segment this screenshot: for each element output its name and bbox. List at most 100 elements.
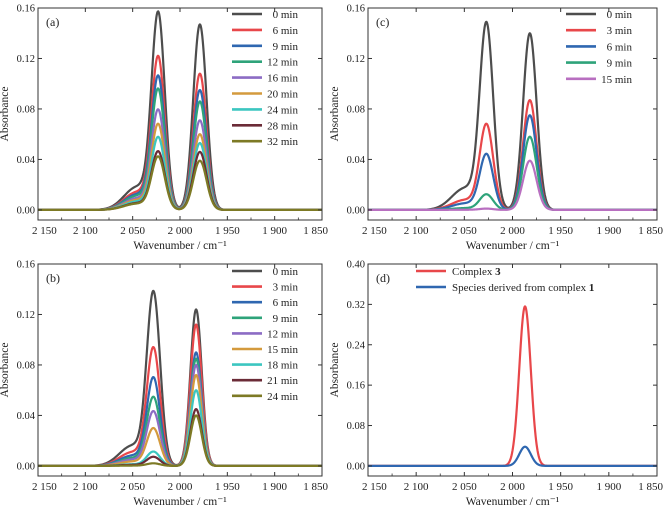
legend: 0 min 3 min 6 min 9 min 15 min [566,9,632,86]
panel-label: (b) [46,271,60,285]
legend-label: Species derived from complex 1 [452,282,594,294]
legend-label: 12 min [267,57,298,69]
legend-label: 9 min [273,313,299,325]
y-tick-label: 0.00 [347,205,365,216]
series-line [368,445,657,467]
y-tick-label: 0.32 [347,300,365,311]
y-tick-label: 0.16 [347,4,365,15]
legend-label: 28 min [267,120,298,132]
series-line [38,414,322,467]
y-tick-label: 0.08 [347,421,365,432]
y-tick-label: 0.00 [347,461,365,472]
legend-label: 32 min [267,136,298,148]
legend-label: 0 min [273,9,299,21]
x-tick-label: 1 950 [215,225,240,237]
legend-label: 18 min [267,360,298,372]
panel-label: (d) [376,271,390,285]
series-line [38,155,322,211]
x-tick-label: 2 000 [500,225,525,237]
y-tick-label: 0.24 [347,340,366,351]
legend-label: 3 min [607,25,633,37]
x-tick-label: 1 850 [638,225,663,237]
x-tick-label: 1 900 [262,225,287,237]
x-tick-label: 1 900 [596,225,621,237]
legend: 0 min 6 min 9 min 12 min 16 min 20 min 24 min 2… [232,9,298,148]
y-tick-label: 0.16 [17,4,35,15]
y-axis-label: Absorbance [0,87,11,142]
legend-label: 6 min [607,41,633,53]
y-tick-label: 0.12 [17,310,35,321]
series-group [38,10,322,211]
legend-label: 20 min [267,89,298,101]
legend-label: 9 min [607,58,633,70]
x-axis-label: Wavenumber / cm⁻¹ [133,496,227,508]
y-tick-label: 0.08 [17,360,35,371]
x-tick-label: 1 900 [596,481,621,493]
panel-label: (a) [46,15,59,29]
x-axis-label: Wavenumber / cm⁻¹ [466,496,560,508]
y-tick-label: 0.04 [347,155,366,166]
legend: Complex 3 Species derived from complex 1 [416,266,594,294]
x-tick-label: 2 000 [168,481,193,493]
y-axis-label: Absorbance [0,343,11,398]
x-tick-label: 1 850 [303,481,328,493]
series-line [368,135,657,211]
y-tick-label: 0.04 [17,411,36,422]
y-tick-label: 0.00 [17,461,35,472]
x-tick-label: 1 900 [262,481,287,493]
x-tick-label: 2 050 [120,225,145,237]
legend-label: 6 min [273,297,299,309]
y-tick-label: 0.08 [347,104,365,115]
x-tick-label: 2 100 [73,481,98,493]
legend-label: 24 min [267,391,298,403]
x-tick-label: 2 050 [120,481,145,493]
chart-panel: 2 150 2 100 2 050 2 000 1 950 1 900 1 850 0.00 0… [0,4,329,253]
series-line [368,305,657,467]
x-tick-label: 2 150 [32,481,57,493]
chart-panel: 2 150 2 100 2 050 2 000 1 950 1 900 1 850 0.00 0… [329,260,664,509]
series-group [368,20,657,211]
series-line [368,159,657,211]
x-tick-label: 1 850 [638,481,663,493]
series-line [368,114,657,211]
legend-label: 0 min [273,266,299,278]
y-tick-label: 0.40 [347,260,365,271]
series-line [38,150,322,211]
legend: 0 min 3 min 6 min 9 min 12 min 15 min 18 min 21… [232,266,298,403]
x-tick-label: 1 850 [303,225,328,237]
x-axis-label: Wavenumber / cm⁻¹ [133,240,227,252]
legend-label: 9 min [273,41,299,53]
legend-label: 3 min [273,282,299,294]
y-tick-label: 0.16 [347,381,365,392]
panel-label: (c) [376,15,389,29]
legend-label: 15 min [601,74,632,86]
x-tick-label: 1 950 [215,481,240,493]
x-tick-label: 2 150 [32,225,57,237]
x-tick-label: 2 000 [500,481,525,493]
x-tick-label: 1 950 [548,481,573,493]
x-tick-label: 2 100 [73,225,98,237]
series-line [368,99,657,211]
x-tick-label: 2 050 [452,481,477,493]
chart-panel: 2 150 2 100 2 050 2 000 1 950 1 900 1 850 0.00 0… [0,260,329,509]
legend-label: 16 min [267,73,298,85]
y-tick-label: 0.16 [17,260,35,271]
legend-label: 21 min [267,375,298,387]
series-line [38,408,322,467]
series-line [38,373,322,467]
legend-label: 0 min [607,9,633,21]
x-tick-label: 2 150 [362,225,387,237]
y-tick-label: 0.00 [17,205,35,216]
legend-label: 12 min [267,328,298,340]
x-axis-label: Wavenumber / cm⁻¹ [466,240,560,252]
chart-panel: 2 150 2 100 2 050 2 000 1 950 1 900 1 850 0.00 0… [329,4,664,253]
y-tick-label: 0.08 [17,104,35,115]
legend-label: 6 min [273,25,299,37]
series-group [38,289,322,467]
x-tick-label: 2 000 [168,225,193,237]
y-tick-label: 0.12 [17,54,35,65]
y-tick-label: 0.04 [17,155,36,166]
legend-label: 15 min [267,344,298,356]
